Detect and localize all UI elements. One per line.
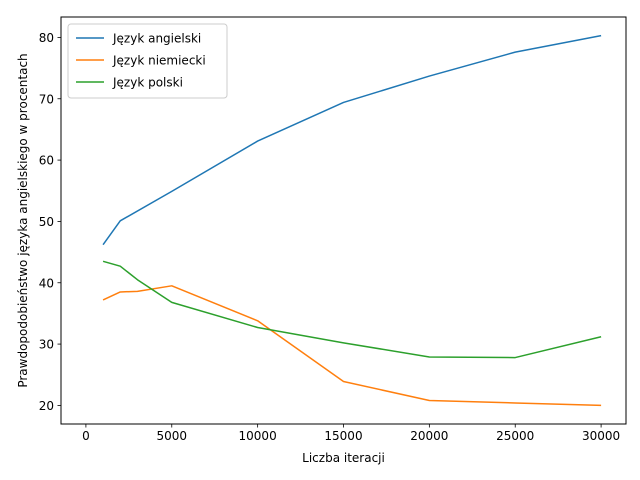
- series-line-1: [102, 34, 602, 246]
- y-tick-label: 20: [39, 399, 54, 413]
- x-axis-label: Liczba iteracji: [302, 451, 385, 465]
- series-lines: [102, 34, 602, 407]
- y-tick-label: 70: [39, 92, 54, 106]
- y-tick-label: 40: [39, 276, 54, 290]
- y-tick-label: 60: [39, 154, 54, 168]
- legend-label: Język angielski: [112, 32, 201, 46]
- y-axis-label: Prawdopodobieństwo języka angielskiego w…: [16, 53, 30, 387]
- x-tick-label: 15000: [324, 429, 362, 443]
- legend-label: Język polski: [112, 76, 183, 90]
- legend: Język angielski Język niemiecki Język pols…: [67, 23, 228, 99]
- y-tick-label: 80: [39, 31, 54, 45]
- x-tick-label: 30000: [582, 429, 620, 443]
- x-tick-label: 5000: [156, 429, 187, 443]
- x-tick-label: 25000: [496, 429, 534, 443]
- x-tick-label: 0: [82, 429, 90, 443]
- y-tick-label: 30: [39, 338, 54, 352]
- legend-box: [67, 23, 228, 99]
- series-line-3: [102, 260, 602, 359]
- legend-label: Język niemiecki: [112, 54, 206, 68]
- plot-frame: [60, 16, 627, 425]
- y-tick-label: 50: [39, 215, 54, 229]
- x-tick-label: 20000: [410, 429, 448, 443]
- axis-ticks: 0 5000 10000 15000 20000 25000 30000 20 30 40 50 60…: [39, 31, 620, 443]
- x-tick-label: 10000: [239, 429, 277, 443]
- series-line-2: [102, 285, 602, 407]
